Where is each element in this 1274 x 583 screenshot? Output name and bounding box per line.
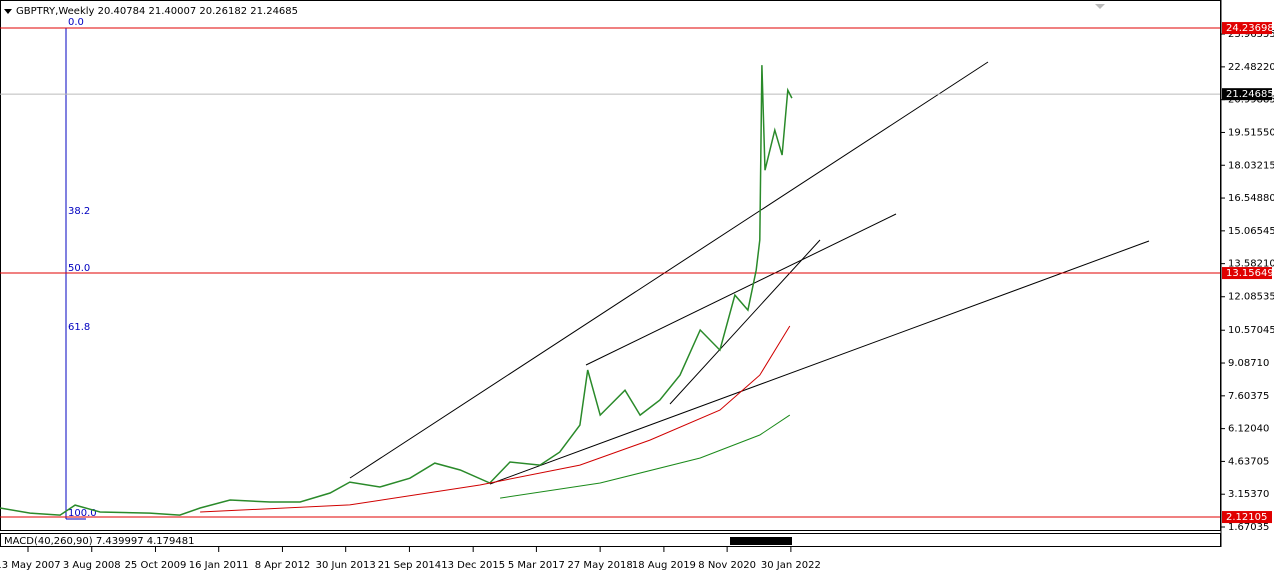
trend-line (489, 240, 1150, 485)
main-panel (0, 0, 1221, 531)
price-tag (1222, 88, 1272, 101)
x-tick-label: 5 Mar 2017 (508, 560, 565, 571)
y-tick-label: 9.08710 (1228, 358, 1269, 369)
y-tick-label: 4.63705 (1228, 456, 1269, 467)
fib-label: 61.8 (68, 322, 90, 333)
fib-label: 100.0 (68, 508, 97, 519)
x-tick-label: 16 Jan 2011 (189, 560, 249, 571)
trend-line (349, 61, 989, 479)
price-tag-label: 21.24685 (1226, 89, 1274, 100)
price-tag (1222, 511, 1272, 524)
series-line (0, 65, 793, 516)
scroll-marker (1095, 4, 1105, 9)
y-tick-label: 22.48220 (1228, 62, 1274, 73)
price-tag-label: 2.12105 (1226, 512, 1267, 523)
x-tick-label: 13 Dec 2015 (441, 560, 505, 571)
x-tick-label: 21 Sep 2014 (378, 560, 441, 571)
price-tag-label: 13.15649 (1226, 268, 1274, 279)
y-tick-label: 19.51550 (1228, 127, 1274, 138)
macd-histogram (730, 537, 792, 545)
x-tick-label: 13 May 2007 (0, 560, 61, 571)
price-tag (1222, 22, 1272, 35)
price-tag (1222, 267, 1272, 280)
chart-header: GBPTRY,Weekly 20.40784 21.40007 20.26182… (16, 6, 298, 17)
y-tick-label: 12.08535 (1228, 292, 1274, 303)
price-tag-label: 24.23698 (1226, 23, 1274, 34)
y-tick-label: 6.12040 (1228, 424, 1269, 435)
series-line (500, 414, 791, 499)
y-tick-label: 7.60375 (1228, 391, 1269, 402)
x-tick-label: 8 Nov 2020 (698, 560, 756, 571)
macd-label: MACD(40,260,90) 7.439997 4.179481 (4, 536, 194, 547)
fib-label: 0.0 (68, 17, 84, 28)
y-tick-label: 10.57045 (1228, 325, 1274, 336)
x-tick-label: 30 Jan 2022 (761, 560, 821, 571)
trend-line (669, 239, 821, 405)
x-tick-label: 25 Oct 2009 (125, 560, 187, 571)
x-tick-label: 3 Aug 2008 (63, 560, 121, 571)
x-tick-label: 18 Aug 2019 (632, 560, 696, 571)
x-tick-label: 27 May 2018 (568, 560, 633, 571)
x-tick-label: 8 Apr 2012 (255, 560, 310, 571)
x-tick-label: 30 Jun 2013 (316, 560, 376, 571)
trend-line (585, 213, 897, 366)
y-tick-label: 18.03215 (1228, 160, 1274, 171)
fib-label: 38.2 (68, 206, 90, 217)
series-line (200, 325, 791, 513)
y-tick-label: 1.67035 (1228, 522, 1269, 533)
fib-label: 50.0 (68, 263, 90, 274)
y-tick-label: 16.54880 (1228, 193, 1274, 204)
chart-menu-icon[interactable] (4, 9, 12, 14)
y-tick-label: 3.15370 (1228, 489, 1269, 500)
y-tick-label: 15.06545 (1228, 226, 1274, 237)
y-tick-label: 13.58210 (1228, 259, 1274, 270)
y-tick-label: 23.96555 (1228, 29, 1274, 40)
